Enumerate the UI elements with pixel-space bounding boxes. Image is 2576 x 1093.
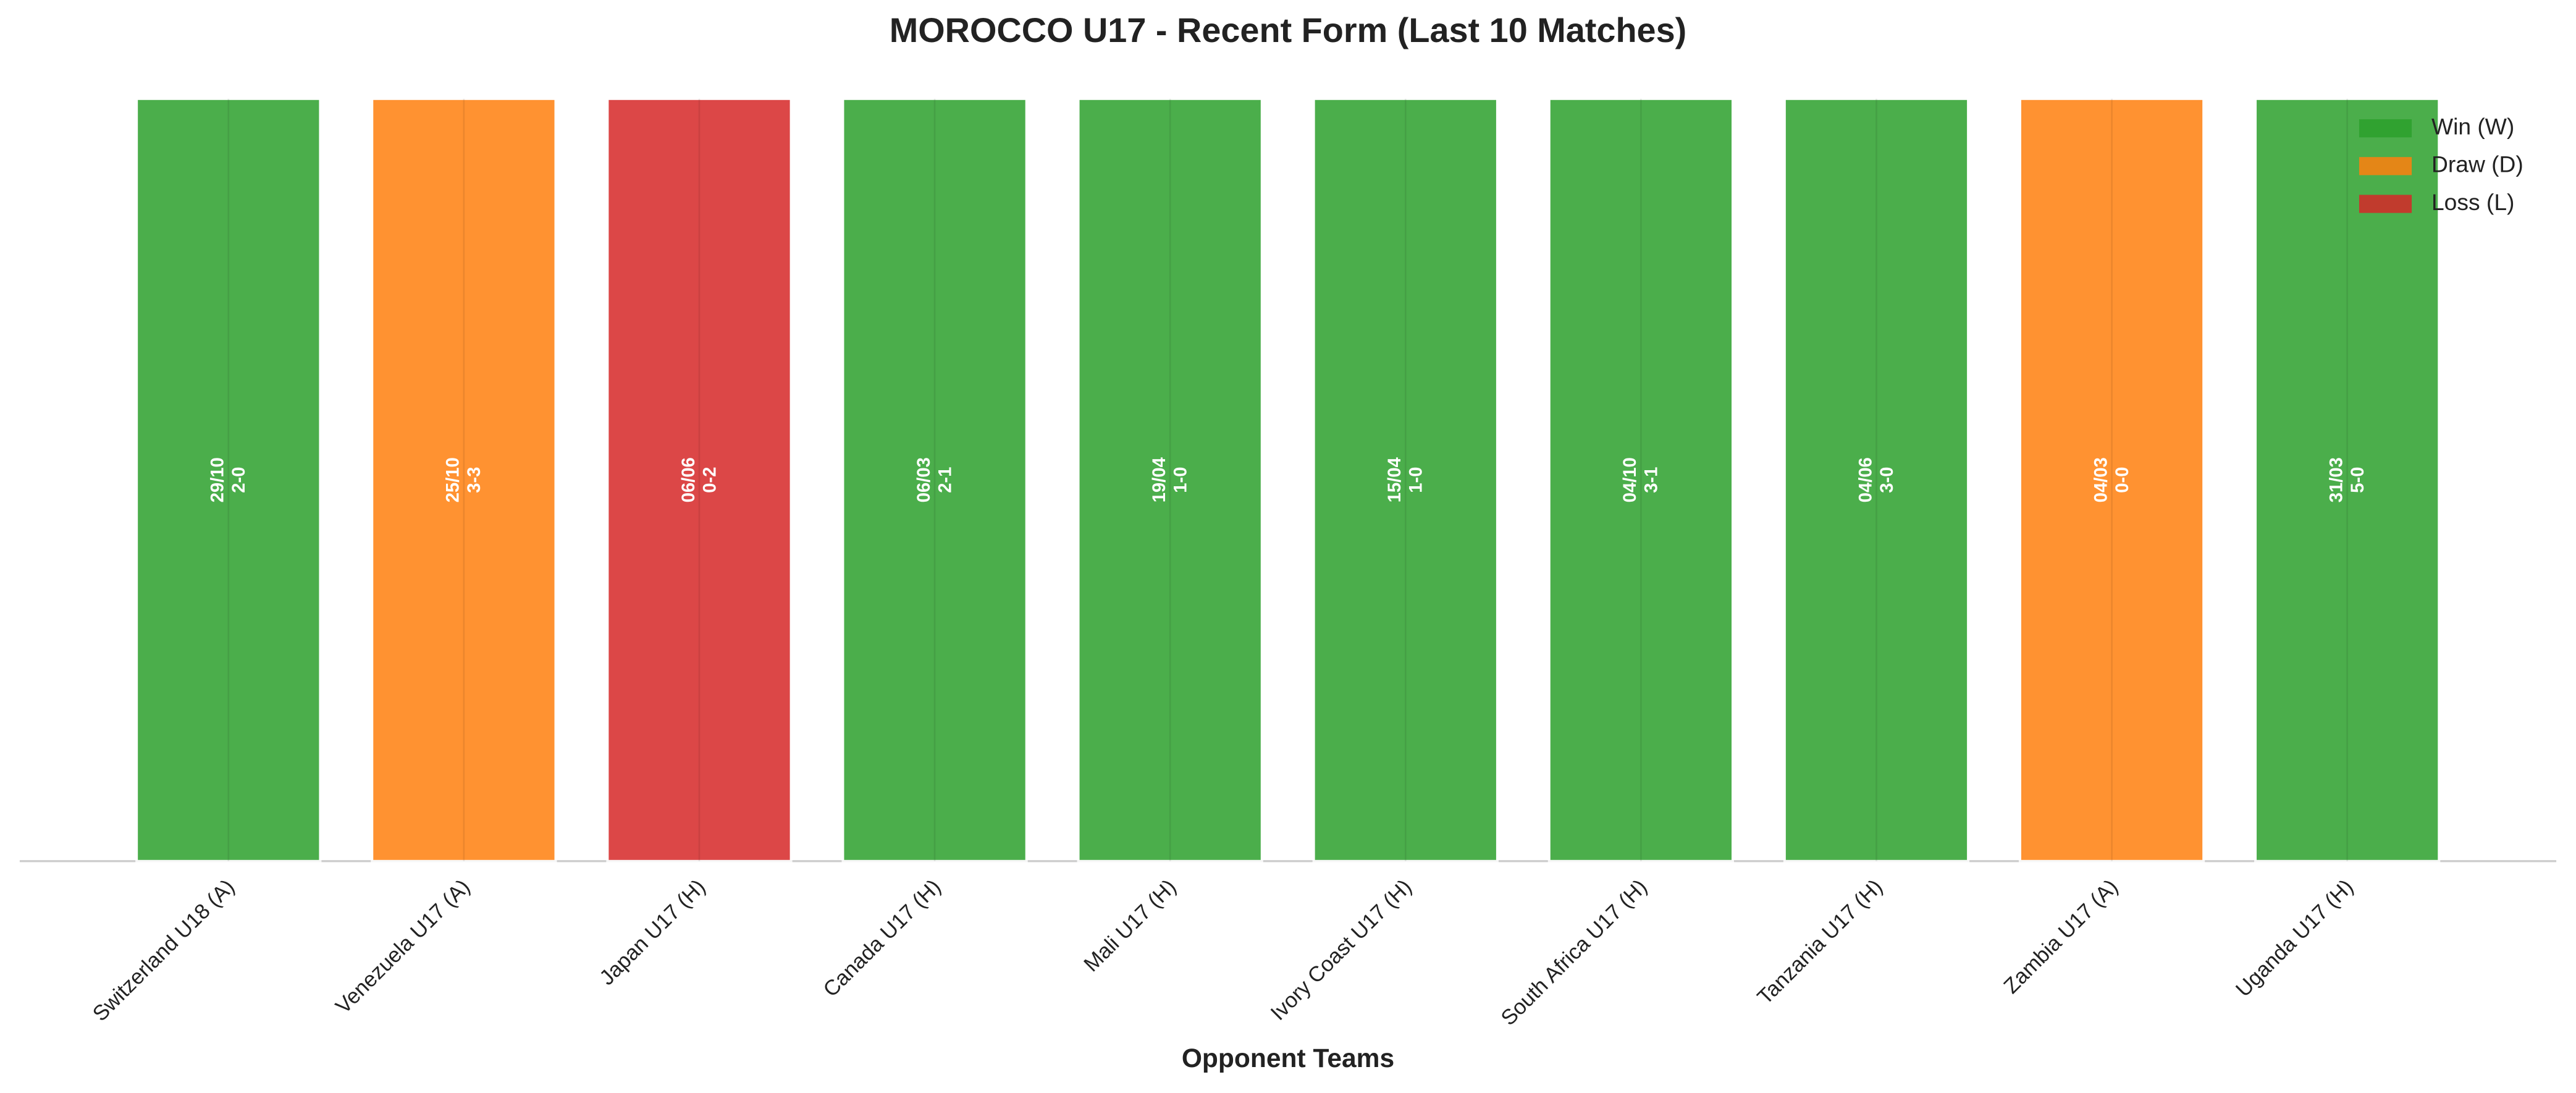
- x-tick-label: Canada U17 (H): [819, 875, 946, 1002]
- x-tick-label: Switzerland U18 (A): [88, 875, 239, 1026]
- x-tick-label: Zambia U17 (A): [2000, 875, 2123, 998]
- x-tick-label: Ivory Coast U17 (H): [1266, 875, 1416, 1025]
- legend-swatch: [2359, 157, 2412, 175]
- bar-label-group: 19/04 1-0: [1150, 457, 1191, 502]
- bar-label-group: 29/10 2-0: [208, 457, 250, 502]
- bar-label-score: 1-0: [1171, 467, 1191, 493]
- bar-label-date: 04/03: [2091, 457, 2111, 502]
- legend-label: Loss (L): [2431, 189, 2514, 215]
- bar-label-group: 25/10 3-3: [444, 457, 485, 502]
- bar: [2018, 97, 2205, 863]
- bar: [1312, 97, 1499, 863]
- bar-label-score: 3-1: [1642, 467, 1662, 493]
- chart-title: MOROCCO U17 - Recent Form (Last 10 Match…: [890, 11, 1687, 49]
- bar-label-date: 15/04: [1385, 457, 1405, 502]
- legend-label: Win (W): [2431, 114, 2514, 140]
- x-tick-label: Tanzania U17 (H): [1753, 875, 1887, 1009]
- bar: [606, 97, 793, 863]
- bar: [1783, 97, 1970, 863]
- bar: [1077, 97, 1263, 863]
- bar-label-date: 29/10: [208, 457, 228, 502]
- bar-label-score: 3-0: [1877, 467, 1897, 493]
- x-axis-label: Opponent Teams: [1182, 1044, 1394, 1073]
- x-tick-label: Uganda U17 (H): [2231, 875, 2358, 1002]
- bar-label-date: 06/03: [914, 457, 934, 502]
- bar-label-score: 0-0: [2113, 467, 2132, 493]
- bar-label-score: 0-2: [700, 467, 720, 493]
- legend-label: Draw (D): [2431, 151, 2523, 177]
- bar: [135, 97, 322, 863]
- bar-label-group: 15/04 1-0: [1385, 457, 1426, 502]
- legend-swatch: [2359, 119, 2412, 138]
- x-tick-label: Venezuela U17 (A): [331, 875, 474, 1018]
- x-tick-label: Japan U17 (H): [596, 875, 710, 990]
- x-tick-label: South Africa U17 (H): [1497, 875, 1652, 1030]
- bar-label-date: 25/10: [444, 457, 463, 502]
- bar-label-group: 31/03 5-0: [2326, 457, 2368, 502]
- bar-label-date: 19/04: [1150, 457, 1169, 502]
- bar-label-date: 04/10: [1620, 457, 1640, 502]
- bar-label-group: 06/06 0-2: [679, 457, 720, 502]
- bar-label-group: 04/10 3-1: [1620, 457, 1662, 502]
- bar-label-score: 5-0: [2348, 467, 2368, 493]
- bar-label-group: 04/06 3-0: [1856, 457, 1897, 502]
- bar-label-date: 04/06: [1856, 457, 1875, 502]
- bar-label-score: 3-3: [465, 467, 484, 493]
- bar: [1547, 97, 1735, 863]
- legend-swatch: [2359, 195, 2412, 213]
- bar-label-score: 1-0: [1407, 467, 1426, 493]
- bar: [371, 97, 557, 863]
- bar-label-group: 04/03 0-0: [2091, 457, 2132, 502]
- bar-label-date: 31/03: [2326, 457, 2346, 502]
- bar: [2254, 97, 2441, 863]
- bar-label-date: 06/06: [679, 457, 699, 502]
- bar-label-score: 2-1: [935, 467, 955, 493]
- bar: [841, 97, 1028, 863]
- bar-label-score: 2-0: [229, 467, 249, 493]
- bar-label-group: 06/03 2-1: [914, 457, 956, 502]
- x-tick-label: Mali U17 (H): [1080, 875, 1181, 976]
